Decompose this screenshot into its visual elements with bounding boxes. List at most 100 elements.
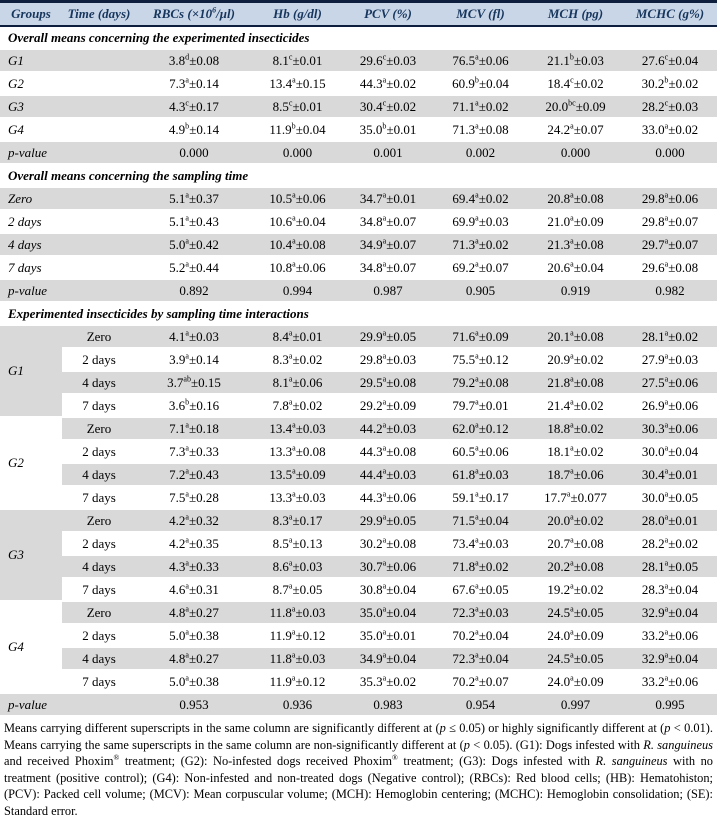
table-row: 4 days 3.7ab±0.15 8.1a±0.06 29.5a±0.08 79.2a… [0,371,717,395]
row-label: Zero [0,187,136,211]
data-cell: 0.953 [136,693,252,717]
table-row: G4 Zero 4.8a±0.27 11.8a±0.03 35.0a±0.04 72.3a… [0,601,717,694]
table-body: Overall means concerning the experimente… [0,26,717,717]
data-cell: 35.0a±0.01 [343,624,433,648]
data-cell: 8.3a±0.02 [252,348,343,372]
data-cell: 72.3a±0.04 [433,647,528,671]
data-cell: 0.905 [433,279,528,303]
table-row: 7 days 3.6b±0.16 7.8a±0.02 29.2a±0.09 79.7a±… [0,394,717,418]
data-cell: 44.3a±0.06 [343,486,433,510]
table-row: Zero 5.1a±0.37 10.5a±0.06 34.7a±0.01 69.4a±0… [0,187,717,211]
data-cell: 7.1a±0.18 [136,417,252,441]
data-cell: 5.0a±0.38 [136,624,252,648]
data-cell: 33.0a±0.02 [623,118,717,142]
data-cell: 30.0a±0.05 [623,486,717,510]
data-cell: 69.9a±0.03 [433,210,528,234]
data-cell: 4.8a±0.27 [136,647,252,671]
data-cell: 0.994 [252,279,343,303]
table-row: 7 days 5.0a±0.38 11.9a±0.12 35.3a±0.02 70.2a… [0,670,717,694]
data-cell: 21.0a±0.09 [528,210,623,234]
table-row: 2 days 7.3a±0.33 13.3a±0.08 44.3a±0.08 60.5a… [0,440,717,464]
data-cell: 4.3c±0.17 [136,95,252,119]
data-cell: 35.0a±0.04 [343,601,433,625]
time-cell: 2 days [62,440,136,464]
time-cell: Zero [62,601,136,625]
data-cell: 18.7a±0.06 [528,463,623,487]
data-cell: 70.2a±0.07 [433,670,528,694]
time-cell: 7 days [62,394,136,418]
data-cell: 76.5a±0.06 [433,49,528,73]
data-cell: 10.8a±0.06 [252,256,343,280]
data-cell: 11.8a±0.03 [252,601,343,625]
time-cell: Zero [62,417,136,441]
data-cell: 3.8d±0.08 [136,49,252,73]
data-cell: 28.1a±0.02 [623,325,717,349]
data-cell: 75.5a±0.12 [433,348,528,372]
time-cell: Zero [62,509,136,533]
data-cell: 19.2a±0.02 [528,578,623,602]
data-cell: 44.3a±0.08 [343,440,433,464]
data-cell: 27.9a±0.03 [623,348,717,372]
table-row: G3 4.3c±0.17 8.5c±0.01 30.4c±0.02 71.1a±0.02… [0,95,717,119]
data-cell: 28.3a±0.04 [623,578,717,602]
footnote: Means carrying different superscripts in… [4,721,713,818]
data-cell: 29.6a±0.08 [623,256,717,280]
data-cell: 10.4a±0.08 [252,233,343,257]
data-cell: 4.6a±0.31 [136,578,252,602]
data-cell: 8.5c±0.01 [252,95,343,119]
data-cell: 0.000 [136,141,252,165]
data-cell: 4.2a±0.32 [136,509,252,533]
data-cell: 13.3a±0.03 [252,486,343,510]
data-cell: 13.4a±0.03 [252,417,343,441]
table-row: G2 Zero 7.1a±0.18 13.4a±0.03 44.2a±0.03 62.0a… [0,417,717,510]
time-cell: 2 days [62,532,136,556]
row-label: G3 [0,95,136,119]
row-label: G2 [0,72,136,96]
data-cell: 11.9a±0.12 [252,670,343,694]
data-cell: 5.1a±0.37 [136,187,252,211]
row-label: G1 [0,49,136,73]
row-label: p-value [0,279,136,303]
data-cell: 28.2c±0.03 [623,95,717,119]
table-row: 4 days 7.2a±0.43 13.5a±0.09 44.4a±0.03 61.8a… [0,463,717,487]
time-cell: 4 days [62,463,136,487]
time-cell: 7 days [62,670,136,694]
data-cell: 0.000 [623,141,717,165]
section-title-row: Overall means concerning the experimente… [0,26,717,50]
section-title: Overall means concerning the sampling ti… [0,164,717,188]
data-cell: 8.3a±0.17 [252,509,343,533]
data-cell: 4.1a±0.03 [136,325,252,349]
time-cell: 7 days [62,486,136,510]
data-cell: 30.4c±0.02 [343,95,433,119]
data-cell: 0.936 [252,693,343,717]
data-cell: 8.5a±0.13 [252,532,343,556]
data-cell: 30.2b±0.02 [623,72,717,96]
data-cell: 17.7a±0.077 [528,486,623,510]
table-row: p-value 0.953 0.936 0.983 0.954 0.997 0.995 [0,693,717,717]
data-cell: 30.4a±0.01 [623,463,717,487]
row-label: 2 days [0,210,136,234]
data-cell: 33.2a±0.06 [623,624,717,648]
row-label: 4 days [0,233,136,257]
data-cell: 4.8a±0.27 [136,601,252,625]
data-cell: 30.0a±0.04 [623,440,717,464]
data-cell: 24.0a±0.09 [528,670,623,694]
data-cell: 0.001 [343,141,433,165]
data-cell: 21.8a±0.08 [528,371,623,395]
table-row: p-value 0.892 0.994 0.987 0.905 0.919 0.982 [0,279,717,303]
table-row: 2 days 4.2a±0.35 8.5a±0.13 30.2a±0.08 73.4a±… [0,532,717,556]
data-cell: 32.9a±0.04 [623,647,717,671]
data-cell: 11.9b±0.04 [252,118,343,142]
data-cell: 44.3a±0.02 [343,72,433,96]
table-row: p-value 0.000 0.000 0.001 0.002 0.000 0.000 [0,141,717,165]
data-cell: 72.3a±0.03 [433,601,528,625]
data-cell: 29.9a±0.05 [343,509,433,533]
data-cell: 0.995 [623,693,717,717]
data-cell: 0.997 [528,693,623,717]
data-cell: 5.2a±0.44 [136,256,252,280]
table-row: 2 days 3.9a±0.14 8.3a±0.02 29.8a±0.03 75.5a±… [0,348,717,372]
data-cell: 71.3a±0.02 [433,233,528,257]
time-cell: 4 days [62,647,136,671]
column-header: MCHC (g%) [623,1,717,27]
time-cell: 2 days [62,624,136,648]
